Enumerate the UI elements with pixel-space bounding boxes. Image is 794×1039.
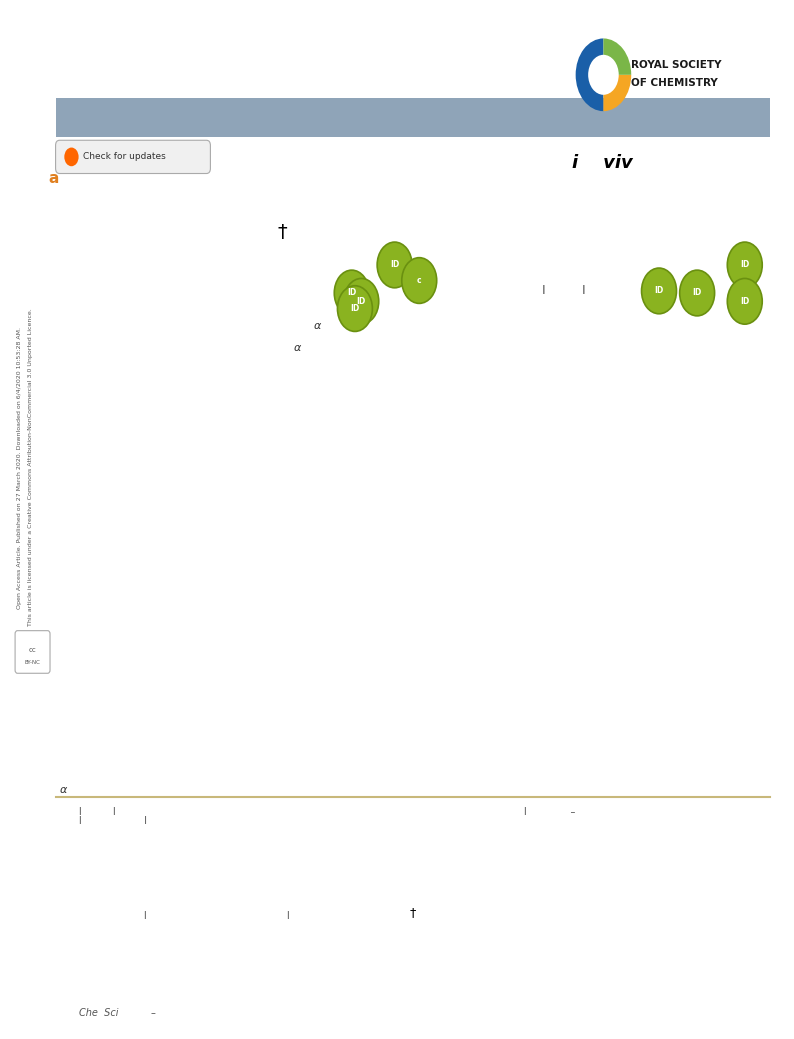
Circle shape <box>344 278 379 324</box>
Circle shape <box>402 258 437 303</box>
Text: l: l <box>143 911 145 922</box>
Text: Open Access Article. Published on 27 March 2020. Downloaded on 6/4/2020 10:53:28: Open Access Article. Published on 27 Mar… <box>17 326 22 609</box>
Text: l          l: l l <box>79 807 116 818</box>
FancyBboxPatch shape <box>15 631 50 673</box>
FancyBboxPatch shape <box>56 140 210 174</box>
Text: I: I <box>542 285 545 297</box>
Text: †: † <box>410 906 416 918</box>
Text: ID: ID <box>740 297 750 305</box>
Wedge shape <box>603 75 631 111</box>
Text: cc: cc <box>29 647 37 654</box>
Text: α: α <box>60 784 67 795</box>
Text: ID: ID <box>350 304 360 313</box>
Text: i    viv: i viv <box>572 154 633 172</box>
Text: ID: ID <box>740 261 750 269</box>
Text: ROYAL SOCIETY: ROYAL SOCIETY <box>631 60 722 71</box>
Text: I: I <box>582 285 585 297</box>
Text: BY-NC: BY-NC <box>25 661 40 665</box>
Text: c: c <box>417 276 422 285</box>
Circle shape <box>642 268 676 314</box>
Circle shape <box>680 270 715 316</box>
FancyBboxPatch shape <box>56 98 770 137</box>
Text: α: α <box>294 343 301 353</box>
Wedge shape <box>603 38 631 75</box>
Wedge shape <box>576 38 603 111</box>
Text: ID: ID <box>692 289 702 297</box>
Text: ID: ID <box>347 289 357 297</box>
Text: ID: ID <box>357 297 366 305</box>
Text: This article is licensed under a Creative Commons Attribution-NonCommercial 3.0 : This article is licensed under a Creativ… <box>28 309 33 627</box>
Text: a: a <box>48 171 60 186</box>
Circle shape <box>377 242 412 288</box>
Circle shape <box>727 242 762 288</box>
Text: α: α <box>314 321 321 331</box>
Text: Check for updates: Check for updates <box>83 153 165 161</box>
Text: OF CHEMISTRY: OF CHEMISTRY <box>631 78 718 88</box>
Text: †: † <box>277 223 287 242</box>
Text: ID: ID <box>654 287 664 295</box>
Text: l              –: l – <box>524 807 576 818</box>
Circle shape <box>588 55 619 95</box>
Text: –: – <box>151 1008 156 1018</box>
Text: Che  Sci: Che Sci <box>79 1008 119 1018</box>
Circle shape <box>337 286 372 331</box>
Circle shape <box>64 148 79 166</box>
Circle shape <box>334 270 369 316</box>
Text: l: l <box>286 911 288 922</box>
Circle shape <box>727 278 762 324</box>
Text: ID: ID <box>390 261 399 269</box>
Text: l                    l: l l <box>79 816 148 826</box>
